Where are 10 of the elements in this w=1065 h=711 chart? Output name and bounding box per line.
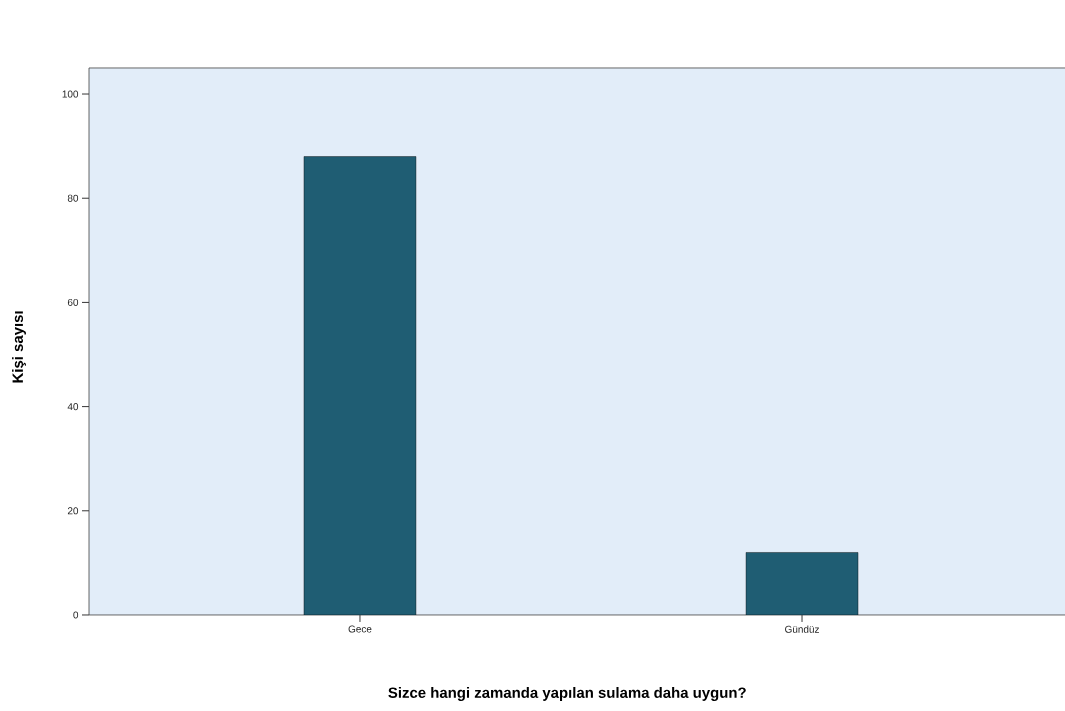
y-tick-label: 40 [67,403,79,411]
x-tick-label: Gündüz [785,625,819,633]
y-tick-label: 80 [67,194,79,202]
y-tick-label: 100 [62,90,79,98]
y-tick-label: 60 [67,298,79,306]
y-axis-title: Kişi sayısı [12,311,26,383]
y-tick-label: 20 [67,507,79,515]
x-tick-label: Gece [348,625,372,633]
y-tick-label: 0 [73,611,79,619]
x-axis-title: Sizce hangi zamanda yapılan sulama daha uygun? [388,686,746,701]
